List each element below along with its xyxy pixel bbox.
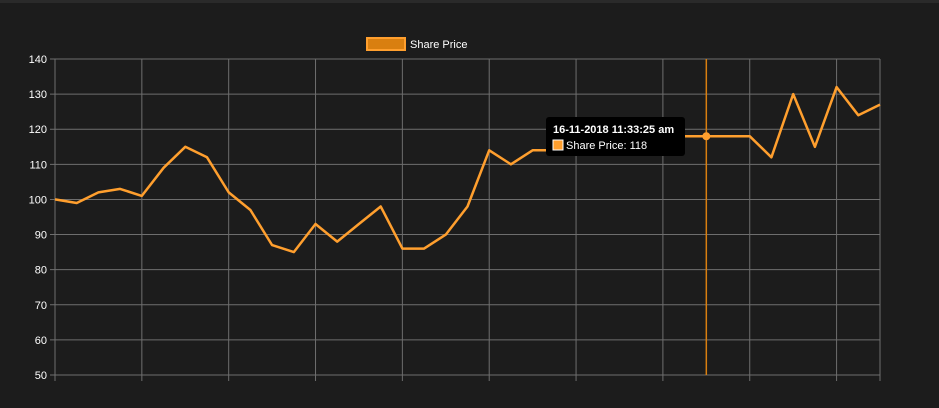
data-point[interactable] [812,144,818,150]
data-point[interactable] [725,133,731,139]
tooltip-title: 16-11-2018 11:33:25 am [553,124,674,136]
data-point[interactable] [52,196,58,202]
y-tick-label: 80 [35,265,47,277]
data-point[interactable] [790,91,796,97]
data-point[interactable] [204,154,210,160]
data-point[interactable] [161,165,167,171]
data-point[interactable] [465,203,471,209]
legend[interactable]: Share Price [366,37,467,51]
data-point[interactable] [508,161,514,167]
data-point[interactable] [399,246,405,252]
data-point[interactable] [421,246,427,252]
data-point[interactable] [378,203,384,209]
data-point[interactable] [117,186,123,192]
data-point[interactable] [877,102,883,108]
data-point[interactable] [269,242,275,248]
data-point[interactable] [486,147,492,153]
data-point[interactable] [74,200,80,206]
series-share-price [52,84,883,255]
y-tick-label: 130 [29,89,47,101]
data-point[interactable] [313,221,319,227]
y-axis: 50 60 70 80 90 100 110 120 130 140 [29,54,47,382]
data-point[interactable] [182,144,188,150]
data-point[interactable] [226,189,232,195]
y-tick-label: 90 [35,230,47,242]
y-tick-label: 140 [29,54,47,66]
data-point[interactable] [291,249,297,255]
data-point[interactable] [834,84,840,90]
data-point[interactable] [530,147,536,153]
data-point[interactable] [95,189,101,195]
top-border [0,0,939,3]
y-tick-label: 100 [29,194,47,206]
data-point-hovered[interactable] [702,132,711,141]
y-tick-label: 60 [35,335,47,347]
legend-swatch [366,37,406,51]
data-point[interactable] [334,239,340,245]
data-point[interactable] [747,133,753,139]
y-tick-label: 50 [35,370,47,382]
tooltip-box [546,117,685,156]
y-tick-label: 70 [35,300,47,312]
data-point[interactable] [443,232,449,238]
legend-label: Share Price [410,39,467,51]
data-point[interactable] [855,112,861,118]
data-point[interactable] [768,154,774,160]
tooltip-swatch [552,139,564,151]
y-tick-label: 110 [29,159,47,171]
data-point[interactable] [356,221,362,227]
data-point[interactable] [139,193,145,199]
series-line-share-price [54,85,881,254]
y-tick-label: 120 [29,124,47,136]
grid [50,58,881,381]
tooltip: 16-11-2018 11:33:25 am Share Price: 118 [546,117,685,156]
tooltip-label: Share Price: 118 [566,140,647,152]
data-point[interactable] [247,207,253,213]
